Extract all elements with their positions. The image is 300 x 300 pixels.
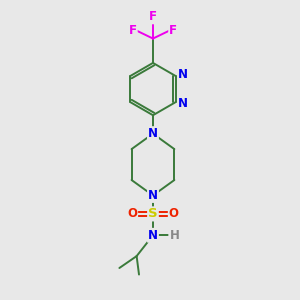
- Text: N: N: [148, 127, 158, 140]
- Text: F: F: [129, 24, 137, 37]
- Text: N: N: [148, 189, 158, 202]
- Text: O: O: [127, 207, 137, 220]
- Text: N: N: [178, 97, 188, 110]
- Text: N: N: [178, 68, 188, 81]
- Text: F: F: [149, 10, 157, 23]
- Text: S: S: [148, 207, 158, 220]
- Text: N: N: [148, 229, 158, 242]
- Text: F: F: [169, 24, 177, 37]
- Text: O: O: [169, 207, 179, 220]
- Text: H: H: [169, 229, 179, 242]
